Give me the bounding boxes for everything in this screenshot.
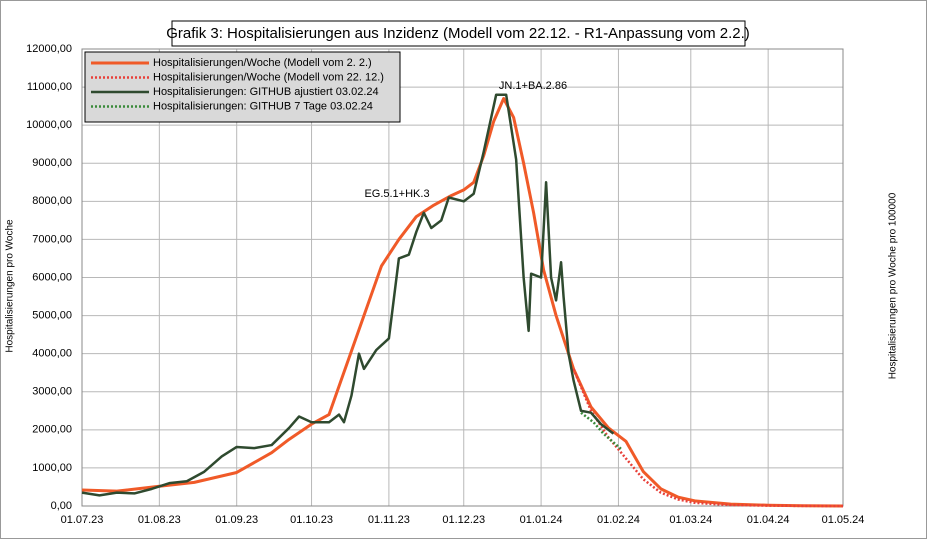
y-tick-label: 10000,00: [26, 119, 72, 131]
y-tick-label: 4000,00: [32, 348, 72, 360]
y-tick-label: 3000,00: [32, 386, 72, 398]
x-tick-label: 01.04.24: [747, 514, 790, 526]
y-tick-label: 5000,00: [32, 309, 72, 321]
x-tick-label: 01.08.23: [138, 514, 181, 526]
title-box: [171, 20, 746, 47]
x-tick-label: 01.02.24: [597, 514, 640, 526]
y-tick-label: 8000,00: [32, 195, 72, 207]
x-tick-label: 01.01.24: [520, 514, 563, 526]
chart-title: Grafik 3: Hospitalisierungen aus Inziden…: [166, 25, 750, 42]
x-tick-label: 01.05.24: [822, 514, 865, 526]
y2-axis-label: Hospitalisierungen pro Woche pro 100000: [888, 192, 899, 379]
legend: Hospitalisierungen/Woche (Modell vom 2. …: [84, 51, 401, 123]
lines: [81, 93, 844, 508]
series-line: [572, 368, 844, 508]
x-tick-label: 01.07.23: [61, 514, 104, 526]
y-tick-label: 12000,00: [26, 43, 72, 55]
x-tick-label: 01.10.23: [290, 514, 333, 526]
x-tick-label: 01.12.23: [442, 514, 485, 526]
legend-label: Hospitalisierungen: GITHUB 7 Tage 03.02.…: [153, 100, 373, 112]
x-tick-label: 01.09.23: [215, 514, 258, 526]
legend-label: Hospitalisierungen/Woche (Modell vom 2. …: [153, 57, 372, 69]
plot-area: [81, 48, 844, 507]
y-tick-label: 2000,00: [32, 424, 72, 436]
annotation: EG.5.1+HK.3: [364, 188, 429, 200]
series-line: [81, 93, 615, 497]
x-tick-label: 01.11.23: [368, 514, 410, 526]
y-tick-label: 9000,00: [32, 157, 72, 169]
y-tick-label: 11000,00: [27, 81, 72, 93]
y-axis-label: Hospitalisierungen pro Woche: [5, 219, 16, 353]
legend-label: Hospitalisierungen/Woche (Modell vom 22.…: [153, 71, 384, 83]
series-line: [81, 97, 844, 508]
y-tick-label: 1000,00: [32, 462, 72, 474]
y-tick-label: 7000,00: [32, 233, 72, 245]
x-tick-label: 01.03.24: [669, 514, 712, 526]
y-tick-label: 0,00: [51, 500, 72, 512]
annotation: JN.1+BA.2.86: [499, 80, 567, 92]
y-tick-label: 6000,00: [32, 271, 72, 283]
legend-label: Hospitalisierungen: GITHUB ajustiert 03.…: [153, 86, 379, 98]
